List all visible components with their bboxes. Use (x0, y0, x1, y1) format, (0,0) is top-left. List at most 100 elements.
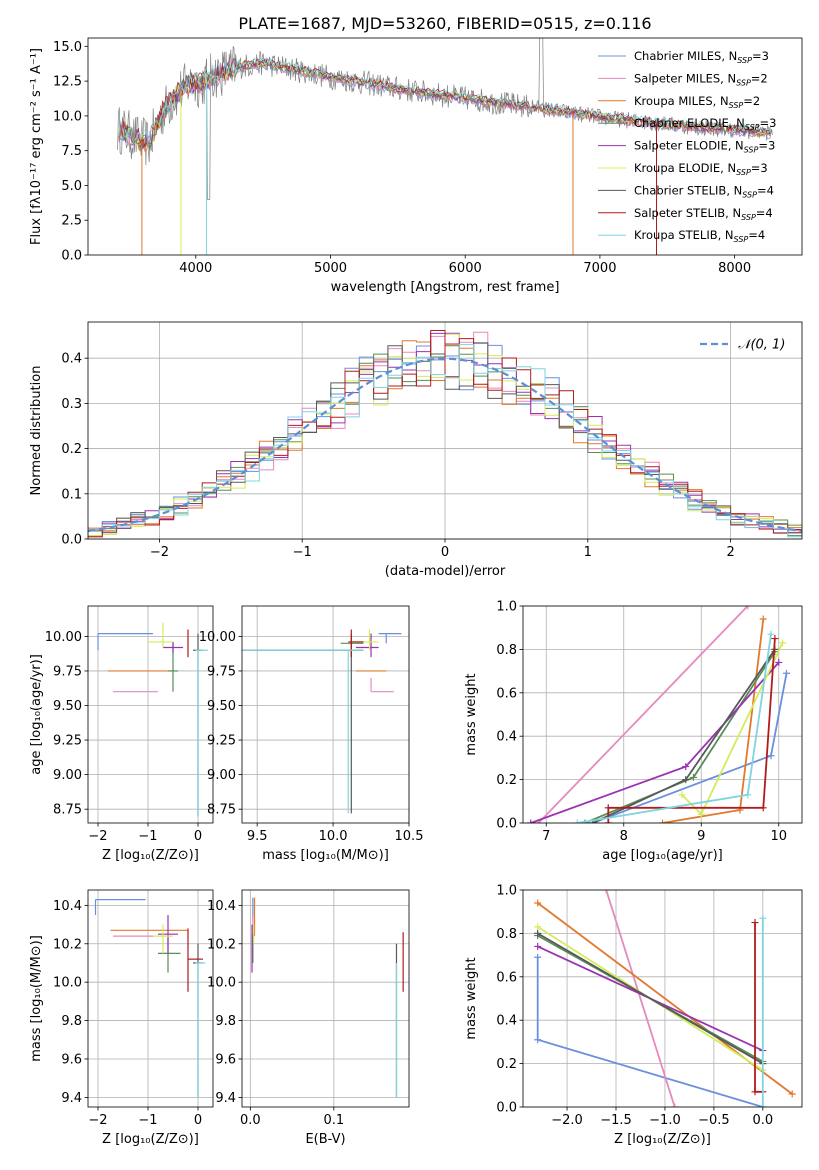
weight-marker (573, 819, 581, 823)
spectrum-model-6 (118, 57, 771, 150)
axes-frame-spectrum (87, 37, 803, 256)
weight-marker (604, 819, 612, 823)
y-tick-label: 5.0 (61, 179, 82, 194)
x-tick-label: −2 (88, 1113, 107, 1128)
weight-marker (678, 791, 686, 799)
y-tick-label: 9.00 (53, 768, 82, 783)
axes-layer: 4000 5000 6000 7000 80000.02.55.07.510.012.5… (29, 37, 803, 1147)
y-tick-label: 0.3 (61, 397, 82, 412)
y-tick-label: 10.2 (207, 937, 236, 952)
x-tick-label: −1 (293, 545, 312, 560)
figure-title: PLATE=1687, MJD=53260, FIBERID=0515, z=0… (238, 14, 651, 33)
weight-marker (581, 819, 589, 823)
x-tick-label: 0 (194, 829, 202, 844)
y-tick-label: 10.2 (53, 937, 82, 952)
x-tick-label: 8 (620, 829, 628, 844)
weight-marker (534, 899, 542, 907)
axes-frame-weight-vs-age (522, 605, 803, 824)
x-axis-label: mass [log₁₀(M/M⊙)] (262, 848, 389, 863)
weight-marker (779, 639, 787, 647)
legend-label-4: Salpeter ELODIE, NSSP=3 (634, 139, 775, 155)
x-tick-label: 0 (194, 1113, 202, 1128)
x-tick-label: 10 (770, 829, 787, 844)
x-tick-label: 7 (542, 829, 550, 844)
weight-marker (751, 1088, 759, 1096)
y-tick-label: 10.0 (53, 976, 82, 991)
x-tick-label: 6000 (449, 261, 482, 276)
y-tick-label: 8.75 (207, 803, 236, 818)
x-tick-label: 0.0 (240, 1113, 261, 1128)
weight-marker (767, 630, 775, 638)
spectrum-model-8 (118, 56, 771, 151)
x-tick-label: 4000 (179, 261, 212, 276)
y-axis-label: mass weight (464, 673, 479, 755)
weight-marker (697, 810, 705, 818)
data-layer (88, 38, 802, 1107)
y-axis-label: age [log₁₀(age/yr)] (29, 654, 44, 775)
y-tick-label: 0.0 (61, 533, 82, 548)
x-axis-label: Z [log₁₀(Z/Z⊙)] (102, 848, 199, 863)
x-tick-label: 0 (441, 545, 449, 560)
x-tick-label: 9 (697, 829, 705, 844)
weight-line-5 (681, 642, 784, 816)
legend-label-2: Kroupa MILES, NSSP=2 (634, 94, 760, 110)
x-axis-label: (data-model)/error (385, 564, 506, 579)
weight-marker (682, 776, 690, 784)
x-tick-label: 9.5 (247, 829, 268, 844)
weight-marker (788, 1090, 796, 1098)
weight-marker (744, 606, 752, 610)
y-tick-label: 9.6 (215, 1052, 236, 1067)
x-tick-label: 5000 (314, 261, 347, 276)
weight-marker (527, 819, 535, 823)
axes-frame-age-vs-Z (87, 605, 214, 824)
histogram-8 (88, 344, 802, 538)
x-axis-label: age [log₁₀(age/yr)] (602, 848, 723, 863)
weight-marker (602, 890, 610, 894)
y-tick-label: 9.75 (53, 664, 82, 679)
y-tick-label: 0.4 (496, 1014, 517, 1029)
legend-label-3: Chabrier ELODIE, NSSP=3 (634, 116, 776, 132)
weight-marker (604, 804, 612, 812)
axes-frame-age-vs-mass (241, 605, 410, 824)
legend-label-6: Chabrier STELIB, NSSP=4 (634, 183, 774, 199)
weight-marker (744, 791, 752, 799)
legend-label-5: Kroupa ELODIE, NSSP=3 (634, 161, 768, 177)
x-tick-label: −2.0 (551, 1113, 583, 1128)
x-axis-label: E(B-V) (305, 1132, 345, 1147)
y-tick-label: 10.0 (53, 109, 82, 124)
y-tick-label: 12.5 (53, 75, 82, 90)
y-tick-label: 9.50 (207, 699, 236, 714)
y-tick-label: 9.8 (61, 1014, 82, 1029)
x-tick-label: −1 (138, 829, 157, 844)
x-tick-label: 2 (726, 545, 734, 560)
weight-line-1 (605, 890, 676, 1107)
weight-marker (759, 804, 767, 812)
y-tick-label: 0.2 (496, 773, 517, 788)
x-tick-label: −1.5 (600, 1113, 632, 1128)
weight-marker (775, 658, 783, 666)
x-axis-label: Z [log₁₀(Z/Z⊙)] (102, 1132, 199, 1147)
x-tick-label: 0.1 (324, 1113, 345, 1128)
x-tick-label: 10.0 (319, 829, 348, 844)
y-tick-label: 9.4 (215, 1091, 236, 1106)
weight-marker (534, 923, 542, 931)
x-axis-label: wavelength [Angstrom, rest frame] (331, 280, 560, 295)
y-tick-label: 9.4 (61, 1091, 82, 1106)
x-tick-label: −1 (138, 1113, 157, 1128)
weight-marker (534, 953, 542, 961)
weight-marker (771, 635, 779, 643)
y-tick-label: 10.4 (207, 899, 236, 914)
weight-line-7 (607, 638, 776, 823)
y-tick-label: 1.0 (496, 600, 517, 615)
y-tick-label: 9.00 (207, 768, 236, 783)
weight-marker (534, 1036, 542, 1044)
weight-line-6 (537, 932, 764, 1065)
x-tick-label: 7000 (583, 261, 616, 276)
weight-marker (534, 942, 542, 950)
gaussian-legend-label: 𝒩(0, 1) (738, 338, 785, 353)
y-tick-label: 0.1 (61, 487, 82, 502)
weight-marker (659, 819, 666, 823)
y-tick-label: 0.2 (496, 1057, 517, 1072)
y-tick-label: 10.0 (207, 976, 236, 991)
